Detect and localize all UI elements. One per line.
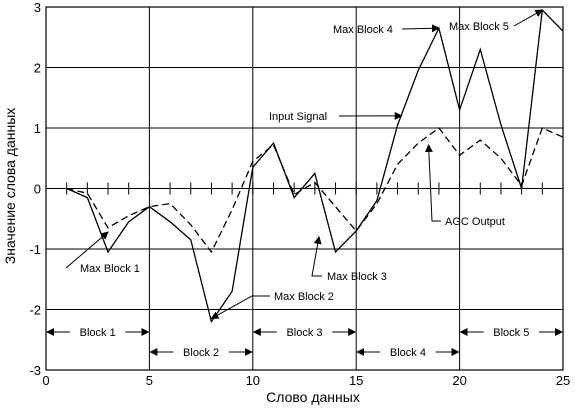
x-tick-label: 0 xyxy=(42,373,49,388)
x-tick-label: 10 xyxy=(246,373,260,388)
annotations: Max Block 1 Max Block 2 Max Block 3 Max Blo… xyxy=(65,9,544,320)
annotation-label: AGC Output xyxy=(445,216,505,228)
annotation-arrow xyxy=(513,9,544,27)
y-tick-label: 1 xyxy=(34,121,41,136)
block-label: Block 3 xyxy=(286,327,322,339)
annotation-label: Max Block 2 xyxy=(274,291,334,303)
y-tick-label: -2 xyxy=(29,303,41,318)
block-brackets: Block 1 Block 2 Block 3 Block 4 Block 5 xyxy=(46,327,563,359)
x-tick-label: 15 xyxy=(349,373,363,388)
block-label: Block 5 xyxy=(493,327,529,339)
axes: 0 5 10 15 20 25 -3 -2 -1 0 1 2 3 xyxy=(29,0,570,388)
annotation-label: Max Block 3 xyxy=(327,271,387,283)
y-tick-label: -1 xyxy=(29,242,41,257)
x-axis-label: Слово данных xyxy=(266,389,360,405)
series-line-input-signal xyxy=(66,8,564,324)
annotation: Max Block 3 xyxy=(311,235,387,283)
grid xyxy=(45,6,564,371)
block-bracket: Block 3 xyxy=(252,327,357,339)
annotation-label: Input Signal xyxy=(269,111,327,123)
block-label: Block 4 xyxy=(390,347,426,359)
block-label: Block 1 xyxy=(80,327,116,339)
block-label: Block 2 xyxy=(183,347,219,359)
block-bracket: Block 4 xyxy=(356,347,460,359)
annotation: Max Block 1 xyxy=(65,231,140,275)
annotation: Max Block 5 xyxy=(449,9,544,33)
annotation-label: Max Block 1 xyxy=(80,263,140,275)
annotation-arrow xyxy=(424,143,441,222)
block-bracket: Block 5 xyxy=(459,327,563,339)
annotation: Max Block 2 xyxy=(210,291,334,320)
y-tick-label: 0 xyxy=(34,182,41,197)
x-tick-label: 25 xyxy=(556,373,570,388)
annotation-label: Max Block 5 xyxy=(449,21,509,33)
y-tick-label: 3 xyxy=(34,0,41,15)
series-line-agc-output xyxy=(66,127,564,254)
annotation-arrow xyxy=(311,235,322,277)
plot-frame xyxy=(45,6,564,371)
y-tick-label: -3 xyxy=(29,363,41,378)
block-bracket: Block 2 xyxy=(149,347,253,359)
y-axis-label: Значение слова данных xyxy=(2,108,18,265)
x-tick-label: 5 xyxy=(146,373,153,388)
annotation-arrow xyxy=(401,24,440,33)
annotation: AGC Output xyxy=(424,143,505,228)
x-tick-label: 20 xyxy=(452,373,466,388)
y-tick-label: 2 xyxy=(34,61,41,76)
annotation-arrow xyxy=(210,295,270,320)
annotation: Max Block 4 xyxy=(333,24,440,36)
block-bracket: Block 1 xyxy=(46,327,150,339)
annotation-arrow xyxy=(65,231,109,269)
annotation-label: Max Block 4 xyxy=(333,24,393,36)
series-lines xyxy=(66,8,564,324)
annotation: Input Signal xyxy=(269,111,403,123)
